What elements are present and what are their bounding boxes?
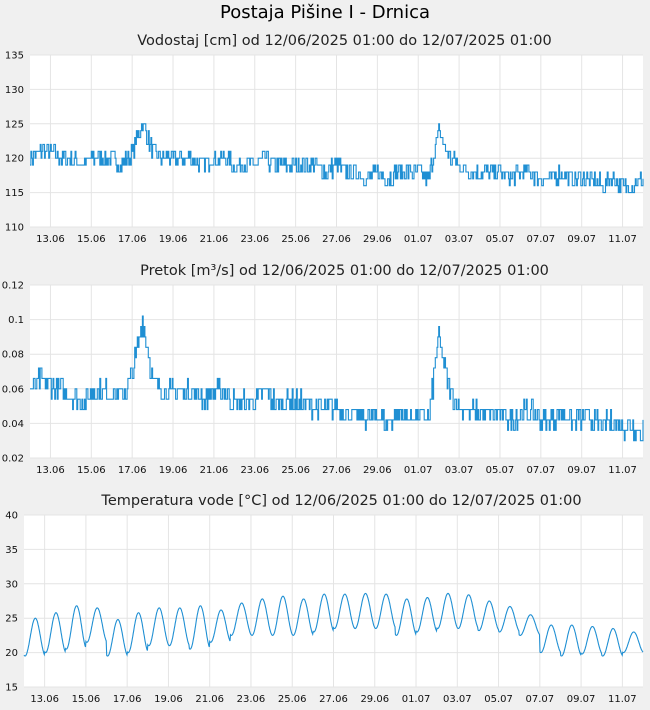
y-tick-label: 120: [5, 154, 24, 165]
x-tick-label: 11.07: [608, 465, 637, 476]
x-tick-label: 09.07: [567, 694, 596, 705]
x-tick-label: 27.06: [322, 465, 351, 476]
y-tick-label: 30: [5, 579, 18, 590]
x-tick-label: 13.06: [36, 234, 65, 245]
x-tick-label: 03.07: [445, 465, 474, 476]
y-tick-label: 0.02: [2, 454, 24, 465]
x-tick-label: 17.06: [113, 694, 142, 705]
x-tick-label: 15.06: [72, 694, 101, 705]
x-tick-label: 05.07: [486, 465, 515, 476]
x-tick-label: 19.06: [159, 234, 188, 245]
x-tick-label: 19.06: [154, 694, 183, 705]
y-tick-label: 0.12: [2, 281, 24, 292]
y-tick-label: 0.08: [2, 350, 24, 361]
chart-panel-2: 13.06 15.06 17.06 19.06 21.06 23.06 25.06 27.06…: [2, 263, 644, 476]
x-tick-label: 17.06: [118, 465, 147, 476]
y-tick-label: 135: [5, 51, 24, 62]
x-tick-label: 21.06: [200, 234, 229, 245]
x-tick-label: 05.07: [486, 234, 515, 245]
y-tick-label: 0.1: [8, 315, 24, 326]
chart-panel-1: 13.06 15.06 17.06 19.06 21.06 23.06 25.06 27.06…: [5, 33, 644, 245]
x-tick-label: 13.06: [30, 694, 59, 705]
x-tick-label: 19.06: [159, 465, 188, 476]
x-tick-label: 21.06: [195, 694, 224, 705]
chart-title: Temperatura vode [°C] od 12/06/2025 01:0…: [100, 493, 581, 509]
x-tick-label: 23.06: [237, 694, 266, 705]
x-tick-label: 09.07: [567, 465, 596, 476]
x-tick-label: 01.07: [404, 234, 433, 245]
x-tick-label: 25.06: [281, 465, 310, 476]
x-tick-label: 17.06: [118, 234, 147, 245]
series-line: [23, 592, 644, 657]
y-tick-label: 15: [5, 683, 18, 694]
x-tick-label: 07.07: [527, 465, 556, 476]
chart-title: Vodostaj [cm] od 12/06/2025 01:00 do 12/…: [137, 33, 551, 49]
series-line: [30, 123, 644, 194]
y-tick-label: 115: [5, 188, 24, 199]
x-tick-label: 07.07: [527, 234, 556, 245]
x-tick-label: 15.06: [77, 465, 106, 476]
y-tick-label: 0.06: [2, 384, 24, 395]
y-tick-label: 40: [5, 511, 18, 522]
x-tick-label: 29.06: [363, 234, 392, 245]
x-tick-label: 13.06: [36, 465, 65, 476]
y-tick-label: 110: [5, 223, 24, 234]
x-tick-label: 29.06: [363, 465, 392, 476]
x-tick-label: 27.06: [319, 694, 348, 705]
series-line: [30, 315, 644, 442]
y-tick-label: 25: [5, 614, 18, 625]
x-tick-label: 15.06: [77, 234, 106, 245]
y-tick-label: 125: [5, 119, 24, 130]
x-tick-label: 05.07: [484, 694, 513, 705]
x-tick-label: 23.06: [240, 234, 269, 245]
x-tick-label: 25.06: [281, 234, 310, 245]
x-tick-label: 11.07: [608, 234, 637, 245]
x-tick-label: 01.07: [404, 465, 433, 476]
y-tick-label: 130: [5, 85, 24, 96]
y-tick-label: 20: [5, 648, 18, 659]
chart-panel-3: 13.06 15.06 17.06 19.06 21.06 23.06 25.06 27.06…: [5, 493, 644, 705]
x-tick-label: 27.06: [322, 234, 351, 245]
x-tick-label: 03.07: [443, 694, 472, 705]
x-tick-label: 03.07: [445, 234, 474, 245]
y-tick-label: 35: [5, 545, 18, 556]
x-tick-label: 07.07: [526, 694, 555, 705]
x-tick-label: 23.06: [240, 465, 269, 476]
page-title: Postaja Pišine I - Drnica: [219, 2, 430, 23]
chart-title: Pretok [m³/s] od 12/06/2025 01:00 do 12/…: [140, 263, 549, 279]
x-tick-label: 21.06: [200, 465, 229, 476]
x-tick-label: 25.06: [278, 694, 307, 705]
x-tick-label: 11.07: [608, 694, 637, 705]
x-tick-label: 01.07: [402, 694, 431, 705]
y-tick-label: 0.04: [2, 419, 24, 430]
x-tick-label: 09.07: [567, 234, 596, 245]
x-tick-label: 29.06: [360, 694, 389, 705]
